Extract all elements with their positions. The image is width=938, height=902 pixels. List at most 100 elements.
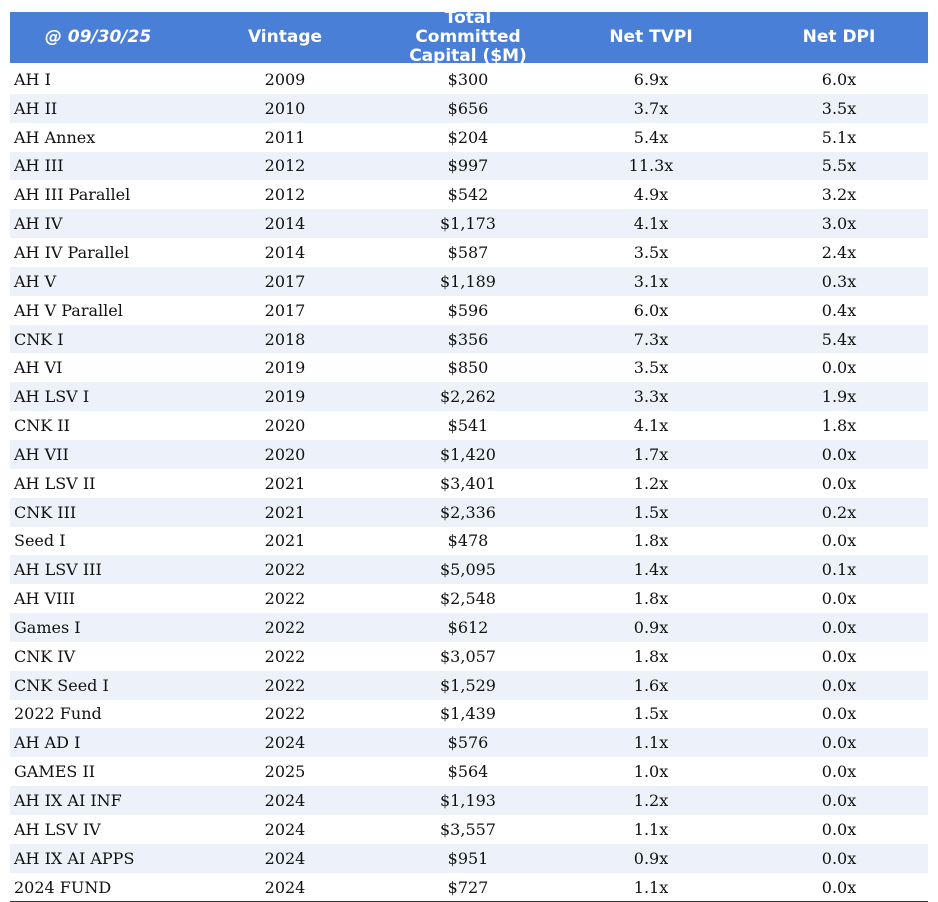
table-row: AH VIII 2022 $2,548 1.8x 0.0x — [10, 584, 928, 613]
table-cell: 2011 — [264, 127, 306, 147]
table-cell: 1.1x — [633, 733, 669, 753]
table-cell: 2024 — [264, 791, 306, 811]
table-cell: AH II — [14, 98, 58, 118]
table-cell: AH IV Parallel — [14, 242, 130, 262]
table-cell: AH IX AI INF — [14, 791, 122, 811]
table-cell: 3.2x — [821, 185, 857, 205]
table-cell: 2009 — [264, 69, 306, 89]
table-cell: $1,420 — [440, 444, 496, 464]
table-cell: AH VII — [14, 444, 69, 464]
table-cell: $596 — [447, 300, 489, 320]
table-cell: 3.1x — [633, 271, 669, 291]
table-cell: 1.7x — [633, 444, 669, 464]
header-cell: Total Committed Capital ($M) — [409, 8, 527, 66]
table-cell: 2024 — [264, 733, 306, 753]
table-cell: $576 — [447, 733, 489, 753]
table-cell: 1.8x — [633, 531, 669, 551]
table-cell: 4.9x — [633, 185, 669, 205]
table-cell: $5,095 — [440, 560, 496, 580]
table-row: Games I 2022 $612 0.9x 0.0x — [10, 613, 928, 642]
table-cell: 1.2x — [633, 791, 669, 811]
table-row: AH VII 2020 $1,420 1.7x 0.0x — [10, 439, 928, 469]
header-cell: @ 09/30/25 — [44, 27, 152, 47]
table-cell: AH IV — [14, 214, 63, 234]
table-cell: 2019 — [264, 358, 306, 378]
table-cell: 1.8x — [633, 589, 669, 609]
table-row: Seed I 2021 $478 1.8x 0.0x — [10, 527, 928, 556]
table-cell: 2020 — [264, 444, 306, 464]
table-cell: 3.0x — [821, 214, 857, 234]
table-cell: $850 — [447, 358, 489, 378]
table-cell: 6.9x — [633, 69, 669, 89]
table-cell: AH LSV III — [14, 560, 102, 580]
table-cell: 2024 — [264, 819, 306, 839]
table-cell: Games I — [14, 617, 81, 637]
table-cell: AH Annex — [14, 127, 96, 147]
table-cell: 1.0x — [633, 762, 669, 782]
table-row: AH II 2010 $656 3.7x 3.5x — [10, 93, 928, 123]
table-cell: 3.5x — [821, 98, 857, 118]
table-cell: $656 — [447, 98, 489, 118]
table-row: CNK I 2018 $356 7.3x 5.4x — [10, 324, 928, 354]
table-cell: 2012 — [264, 156, 306, 176]
table-cell: AH LSV IV — [14, 819, 101, 839]
table-cell: 5.4x — [633, 127, 669, 147]
table-cell: 0.0x — [821, 444, 857, 464]
table-cell: $542 — [447, 185, 489, 205]
table-row: 2024 FUND 2024 $727 1.1x 0.0x — [10, 873, 928, 902]
table-row: AH LSV II 2021 $3,401 1.2x 0.0x — [10, 469, 928, 498]
table-cell: $2,548 — [440, 589, 496, 609]
table-cell: 5.5x — [821, 156, 857, 176]
table-cell: 2022 — [264, 617, 306, 637]
table-cell: AH V Parallel — [14, 300, 123, 320]
table-cell: CNK IV — [14, 646, 76, 666]
table-cell: $1,193 — [440, 791, 496, 811]
table-row: CNK Seed I 2022 $1,529 1.6x 0.0x — [10, 670, 928, 700]
fund-table: @ 09/30/25 Vintage Total Committed Capital… — [10, 8, 928, 902]
table-cell: 0.0x — [821, 819, 857, 839]
table-cell: $3,401 — [440, 473, 496, 493]
table-cell: AH III Parallel — [14, 185, 131, 205]
table-row: AH Annex 2011 $204 5.4x 5.1x — [10, 123, 928, 152]
table-cell: $1,189 — [440, 271, 496, 291]
table-cell: 2014 — [264, 214, 306, 234]
table-cell: 2017 — [264, 300, 306, 320]
table-header: @ 09/30/25 Vintage Total Committed Capital… — [10, 8, 928, 66]
table-cell: $951 — [447, 848, 489, 868]
table-cell: 2018 — [264, 329, 306, 349]
table-cell: $541 — [447, 416, 489, 436]
table-cell: 2017 — [264, 271, 306, 291]
table-cell: 0.0x — [821, 589, 857, 609]
table-cell: 6.0x — [633, 300, 669, 320]
table-cell: 2022 — [264, 704, 306, 724]
table-cell: $300 — [447, 69, 489, 89]
table-cell: 1.5x — [633, 502, 669, 522]
table-cell: 2024 — [264, 877, 306, 897]
table-cell: 2024 — [264, 848, 306, 868]
table-cell: 2014 — [264, 242, 306, 262]
table-cell: 1.4x — [633, 560, 669, 580]
table-cell: $612 — [447, 617, 489, 637]
table-cell: 2019 — [264, 387, 306, 407]
table-row: AH IV 2014 $1,173 4.1x 3.0x — [10, 209, 928, 239]
table-cell: 2022 — [264, 675, 306, 695]
table-cell: $997 — [447, 156, 489, 176]
table-cell: 2024 FUND — [14, 877, 112, 897]
table-cell: 1.1x — [633, 819, 669, 839]
table-cell: 1.5x — [633, 704, 669, 724]
table-cell: 3.5x — [633, 358, 669, 378]
table-cell: 1.9x — [821, 387, 857, 407]
table-cell: 2022 — [264, 589, 306, 609]
table-cell: AH VIII — [14, 589, 76, 609]
table-cell: 2025 — [264, 762, 306, 782]
table-cell: CNK II — [14, 416, 70, 436]
table-cell: $478 — [447, 531, 489, 551]
table-row: AH V 2017 $1,189 3.1x 0.3x — [10, 266, 928, 296]
table-row: AH IV Parallel 2014 $587 3.5x 2.4x — [10, 238, 928, 267]
table-cell: 0.0x — [821, 877, 857, 897]
table-row: 2022 Fund 2022 $1,439 1.5x 0.0x — [10, 700, 928, 729]
table-row: AH IX AI APPS 2024 $951 0.9x 0.0x — [10, 843, 928, 873]
table-cell: $1,173 — [440, 214, 496, 234]
table-cell: 0.0x — [821, 762, 857, 782]
